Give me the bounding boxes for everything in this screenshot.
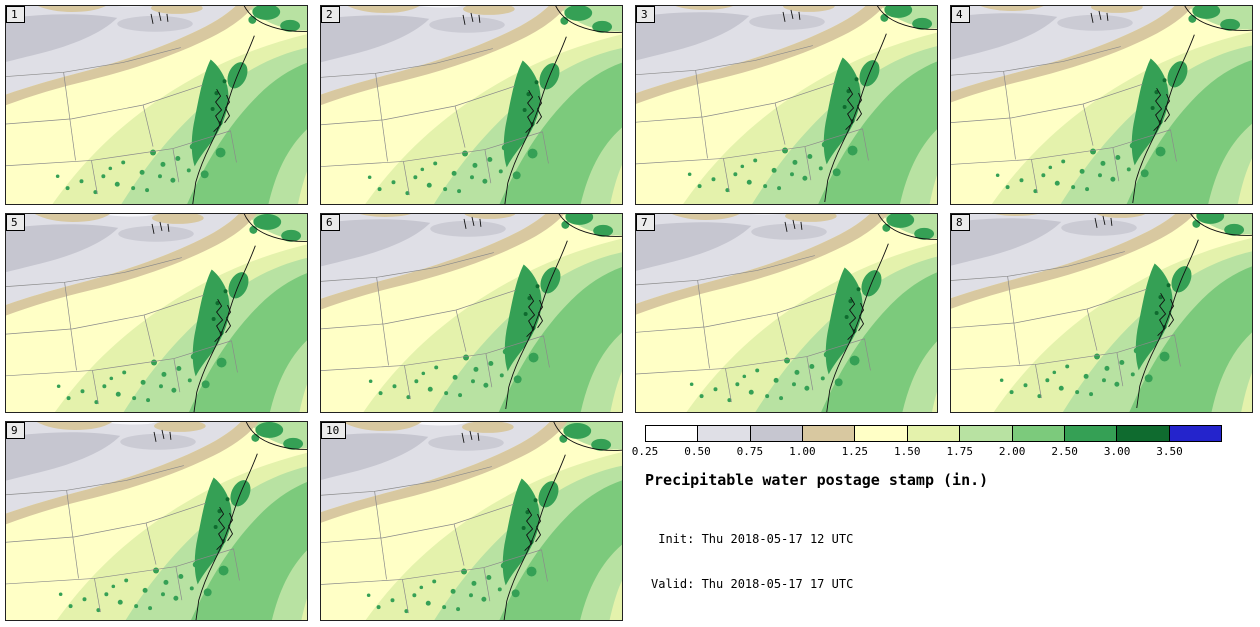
member-number-label: 7 [636, 214, 655, 231]
map-panel-9: 9 [5, 421, 308, 621]
colorbar-ticks: 0.25 0.50 0.75 1.00 1.25 1.50 1.75 2.00 2.50 3.00… [632, 442, 1222, 459]
colorbar-segments [645, 425, 1222, 442]
legend-panel: 0.25 0.50 0.75 1.00 1.25 1.50 1.75 2.00 2.50 3.00… [632, 421, 1253, 622]
member-number-label: 6 [321, 214, 340, 231]
map-panel-1: 1 [5, 5, 308, 205]
map-panel-3: 3 [635, 5, 938, 205]
colorbar-tick-label: 2.00 [998, 445, 1026, 458]
map-panel-7: 7 [635, 213, 938, 413]
colorbar-tick-label: 2.50 [1051, 445, 1078, 458]
colorbar-tick-label: 1.00 [789, 445, 816, 458]
member-number-label: 2 [321, 6, 340, 23]
init-time: Init: Thu 2018-05-17 12 UTC [651, 532, 854, 546]
precipitable-water-map [6, 214, 307, 412]
colorbar-segment [1064, 426, 1118, 441]
colorbar-segment [960, 426, 1013, 441]
colorbar-segment [750, 426, 804, 441]
colorbar-segment [1012, 426, 1065, 441]
precipitable-water-map [636, 214, 937, 412]
colorbar-tick-label: 1.25 [841, 445, 869, 458]
member-number-label: 9 [6, 422, 25, 439]
colorbar-segment [698, 426, 751, 441]
colorbar-segment [855, 426, 908, 441]
legend-title: Precipitable water postage stamp (in.) [645, 471, 989, 489]
precipitable-water-map [6, 6, 307, 204]
member-number-label: 3 [636, 6, 655, 23]
colorbar-segment [646, 426, 699, 441]
precipitable-water-map [321, 214, 622, 412]
colorbar-tick-label: 3.00 [1103, 445, 1131, 458]
precipitable-water-map [951, 214, 1252, 412]
precipitable-water-map [321, 6, 622, 204]
member-number-label: 5 [6, 214, 25, 231]
member-number-label: 4 [951, 6, 970, 23]
member-number-label: 8 [951, 214, 970, 231]
time-info: Init: Thu 2018-05-17 12 UTC Valid: Thu 2… [651, 502, 1247, 622]
valid-time: Valid: Thu 2018-05-17 17 UTC [651, 577, 854, 591]
colorbar-segment [907, 426, 961, 441]
map-panel-5: 5 [5, 213, 308, 413]
colorbar-tick-label: 0.50 [684, 445, 711, 458]
colorbar-tick-label: 1.50 [894, 445, 921, 458]
colorbar-tick-label: 3.50 [1156, 445, 1183, 458]
colorbar-segment [1117, 426, 1170, 441]
precipitable-water-map [636, 6, 937, 204]
precipitable-water-map [6, 422, 307, 620]
map-panel-2: 2 [320, 5, 623, 205]
map-panel-6: 6 [320, 213, 623, 413]
precipitable-water-map [321, 422, 622, 620]
map-panel-4: 4 [950, 5, 1253, 205]
member-number-label: 10 [321, 422, 347, 439]
map-panel-10: 10 [320, 421, 623, 621]
colorbar-segment [1169, 426, 1221, 441]
precipitable-water-map [951, 6, 1252, 204]
colorbar-tick-label: 0.75 [736, 445, 764, 458]
member-number-label: 1 [6, 6, 25, 23]
colorbar-segment [803, 426, 856, 441]
map-panel-8: 8 [950, 213, 1253, 413]
colorbar-tick-label: 1.75 [946, 445, 973, 458]
colorbar-tick-label: 0.25 [631, 445, 659, 458]
